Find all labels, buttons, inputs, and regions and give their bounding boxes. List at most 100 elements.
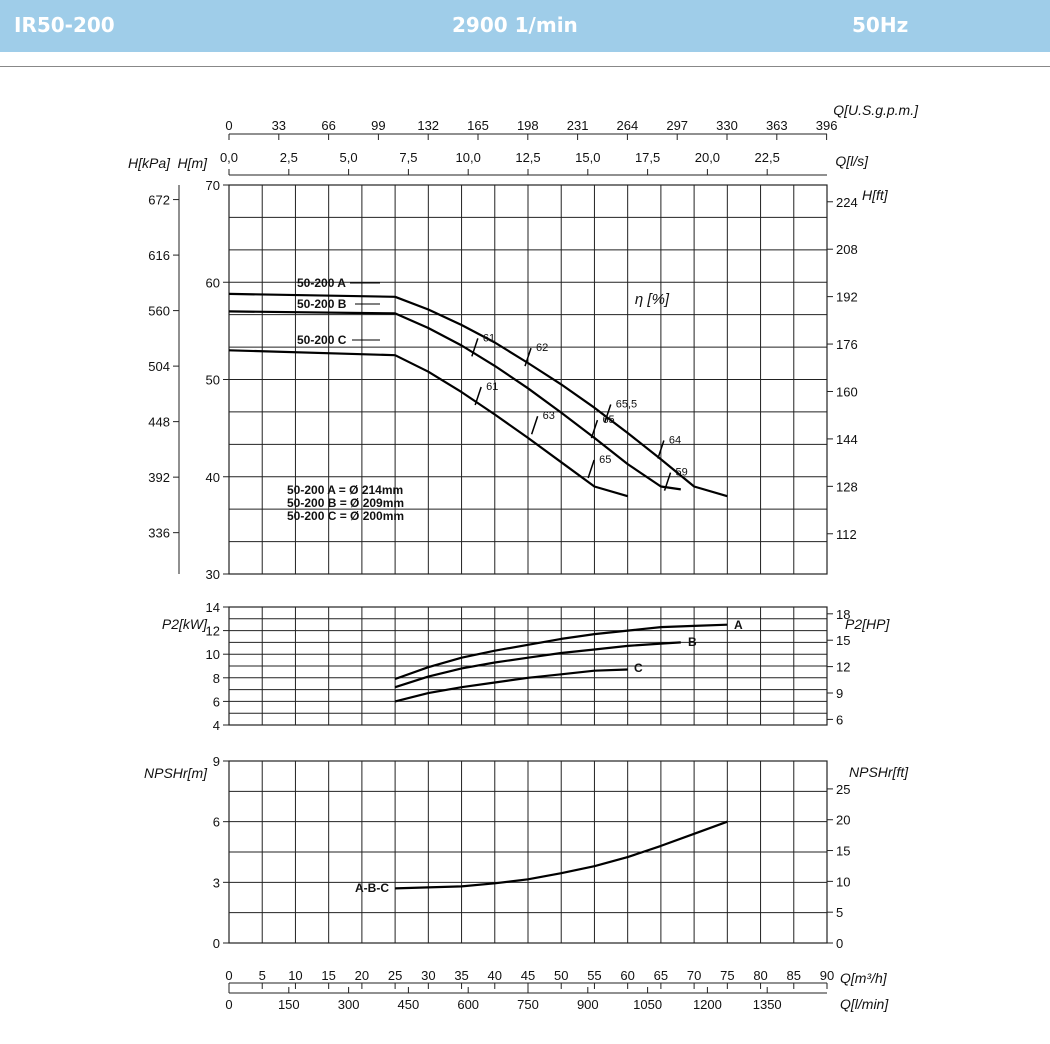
power_panel-ytick-label: 8: [213, 671, 220, 686]
kpa-tick-label: 336: [148, 526, 170, 541]
head_panel-ytick-label: 30: [206, 567, 220, 582]
frequency-label: 50Hz: [852, 13, 909, 37]
m3h-tick-label: 60: [620, 968, 634, 983]
usgpm-tick-label: 264: [617, 118, 639, 133]
npsh-ft-tick-label: 0: [836, 936, 843, 951]
ls-tick-label: 17,5: [635, 150, 660, 165]
ft-tick-label: 112: [836, 527, 857, 542]
efficiency-mark: [663, 472, 672, 491]
usgpm-tick-label: 231: [567, 118, 589, 133]
npsh-ft-tick-label: 5: [836, 905, 843, 920]
usgpm-tick-label: 165: [467, 118, 489, 133]
power_panel-ytick-label: 6: [213, 694, 220, 709]
usgpm-tick-label: 297: [666, 118, 688, 133]
power_panel-ytick-label: 4: [213, 718, 220, 733]
efficiency-mark: [524, 347, 532, 367]
m3h-tick-label: 30: [421, 968, 435, 983]
head-series-label: 50-200 B: [297, 297, 347, 311]
npsh-curve-abc: [395, 820, 728, 890]
npsh_panel-ytick-label: 6: [213, 815, 220, 830]
efficiency-mark-label: 64: [669, 435, 681, 447]
ls-tick-label: 10,0: [456, 150, 481, 165]
npsh-series-label: A-B-C: [355, 881, 389, 895]
npsh_panel-ytick-label: 0: [213, 936, 220, 951]
efficiency-mark-label: 61: [483, 332, 495, 344]
head_panel-ytick-label: 40: [206, 470, 220, 485]
lmin-axis-label: Q[l/min]: [840, 996, 889, 1012]
head-series-label: 50-200 A: [297, 276, 346, 290]
npsh-ft-tick-label: 20: [836, 813, 850, 828]
efficiency-mark: [590, 419, 599, 439]
npsh-ft-axis-label: NPSHr[ft]: [849, 764, 909, 780]
efficiency-mark: [604, 404, 612, 423]
head_panel-ylabel: H[m]: [177, 155, 208, 171]
npsh_panel-ytick-label: 3: [213, 875, 220, 890]
ls-tick-label: 7,5: [399, 150, 417, 165]
hp-tick-label: 6: [836, 712, 843, 727]
hp-axis-label: P2[HP]: [845, 616, 890, 632]
lmin-tick-label: 750: [517, 997, 539, 1012]
npsh_panel-ylabel: NPSHr[m]: [144, 765, 208, 781]
usgpm-tick-label: 363: [766, 118, 788, 133]
kpa-tick-label: 392: [148, 470, 170, 485]
usgpm-tick-label: 198: [517, 118, 539, 133]
m3h-tick-label: 45: [521, 968, 535, 983]
power_panel-ytick-label: 14: [206, 600, 220, 615]
head-curve-c: [228, 349, 629, 498]
ls-tick-label: 0,0: [220, 150, 238, 165]
kpa-tick-label: 560: [148, 304, 170, 319]
lmin-tick-label: 1050: [633, 997, 662, 1012]
lmin-tick-label: 450: [398, 997, 420, 1012]
efficiency-mark: [471, 338, 479, 357]
efficiency-mark-label: 65: [599, 454, 611, 466]
head-series-label: 50-200 C: [297, 333, 347, 347]
head-curve-b: [228, 310, 681, 491]
power_panel-ytick-label: 12: [206, 624, 220, 639]
lmin-tick-label: 900: [577, 997, 599, 1012]
hp-tick-label: 12: [836, 660, 850, 675]
ls-tick-label: 22,5: [755, 150, 780, 165]
ls-tick-label: 12,5: [515, 150, 540, 165]
diameter-legend-entry: 50-200 A = Ø 214mm: [287, 483, 403, 497]
npsh_panel-ytick-label: 9: [213, 754, 220, 769]
header-bar: IR50-200 2900 1/min 50Hz: [0, 0, 1050, 52]
ls-axis-label: Q[l/s]: [835, 153, 869, 169]
usgpm-tick-label: 66: [321, 118, 335, 133]
ls-tick-label: 15,0: [575, 150, 600, 165]
usgpm-axis-label: Q[U.S.g.p.m.]: [833, 102, 919, 118]
power-series-label: A: [734, 618, 743, 632]
efficiency-mark: [530, 415, 539, 435]
power_panel-ytick-label: 10: [206, 647, 220, 662]
speed-label: 2900 1/min: [452, 13, 578, 37]
efficiency-mark-label: 62: [536, 342, 548, 354]
m3h-tick-label: 80: [753, 968, 767, 983]
diameter-legend-entry: 50-200 C = Ø 200mm: [287, 509, 404, 523]
head_panel-ytick-label: 50: [206, 373, 220, 388]
power-curve-a: [394, 623, 728, 681]
power-series-label: B: [688, 635, 697, 649]
kpa-axis-label: H[kPa]: [128, 155, 171, 171]
power-curve-b: [394, 641, 681, 689]
head-curve-a: [228, 292, 728, 498]
ft-tick-label: 128: [836, 479, 858, 494]
ft-axis-label: H[ft]: [862, 187, 889, 203]
m3h-tick-label: 65: [654, 968, 668, 983]
npsh-ft-tick-label: 15: [836, 844, 850, 859]
head_panel-ytick-label: 60: [206, 275, 220, 290]
power_panel-ylabel: P2[kW]: [162, 616, 208, 632]
lmin-tick-label: 150: [278, 997, 300, 1012]
m3h-tick-label: 50: [554, 968, 568, 983]
m3h-tick-label: 35: [454, 968, 468, 983]
kpa-tick-label: 616: [148, 248, 170, 263]
lmin-tick-label: 300: [338, 997, 360, 1012]
ft-tick-label: 160: [836, 384, 858, 399]
ft-tick-label: 192: [836, 290, 858, 305]
header-divider: [0, 66, 1050, 67]
m3h-tick-label: 90: [820, 968, 834, 983]
efficiency-mark-label: 61: [486, 381, 498, 393]
hp-tick-label: 9: [836, 686, 843, 701]
m3h-tick-label: 5: [259, 968, 266, 983]
efficiency-mark: [587, 459, 595, 479]
m3h-tick-label: 0: [225, 968, 232, 983]
efficiency-mark-label: 59: [676, 467, 688, 479]
